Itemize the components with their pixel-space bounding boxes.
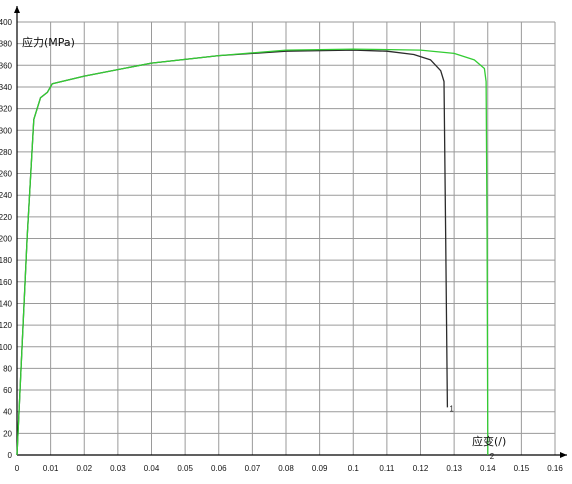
x-tick-label: 0.04	[144, 464, 160, 473]
curve-label-2: 2	[490, 452, 495, 461]
y-tick-label: 240	[0, 191, 13, 200]
x-tick-label: 0.03	[110, 464, 126, 473]
x-tick-label: 0.06	[211, 464, 227, 473]
y-tick-label: 120	[0, 321, 13, 330]
y-axis-label: 应力(MPa)	[22, 35, 75, 49]
x-tick-label: 0.09	[312, 464, 328, 473]
y-tick-label: 20	[3, 429, 12, 438]
x-tick-label: 0.08	[278, 464, 294, 473]
x-tick-label: 0.05	[177, 464, 193, 473]
x-tick-label: 0.11	[379, 464, 395, 473]
curve-label-1: 1	[449, 404, 454, 413]
y-tick-label: 60	[3, 386, 12, 395]
y-tick-label: 260	[0, 170, 13, 179]
axes	[14, 6, 567, 458]
y-tick-label: 300	[0, 126, 13, 135]
x-axis-label: 应变(/)	[472, 434, 506, 448]
y-tick-labels: 0 20 40 60 80 100 120 140 160 180 200 220 240 260 280 3…	[0, 18, 13, 460]
x-tick-label: 0.12	[413, 464, 429, 473]
y-tick-label: 280	[0, 148, 13, 157]
x-tick-label: 0.07	[245, 464, 261, 473]
y-axis-arrow	[14, 6, 20, 13]
x-tick-label: 0.14	[480, 464, 496, 473]
y-tick-label: 360	[0, 61, 13, 70]
y-tick-label: 40	[3, 408, 12, 417]
y-tick-label: 180	[0, 256, 13, 265]
y-tick-label: 400	[0, 18, 13, 27]
curve-labels: 12	[449, 404, 494, 461]
x-tick-label: 0.01	[43, 464, 59, 473]
series-lines	[16, 48, 489, 456]
y-tick-label: 140	[0, 299, 13, 308]
series-line-1	[16, 49, 449, 456]
series-line-2	[16, 48, 489, 456]
y-tick-label: 340	[0, 83, 13, 92]
y-tick-label: 200	[0, 235, 13, 244]
y-tick-label: 0	[8, 451, 13, 460]
x-tick-label: 0.16	[547, 464, 563, 473]
x-tick-label: 0.1	[348, 464, 360, 473]
y-tick-label: 100	[0, 343, 13, 352]
grid-lines	[17, 21, 556, 455]
x-tick-label: 0	[15, 464, 20, 473]
x-axis-arrow	[560, 452, 567, 458]
y-tick-label: 80	[3, 364, 12, 373]
y-tick-label: 160	[0, 278, 13, 287]
y-tick-label: 220	[0, 213, 13, 222]
y-tick-label: 380	[0, 40, 13, 49]
x-tick-label: 0.15	[514, 464, 530, 473]
x-tick-label: 0.02	[76, 464, 92, 473]
y-tick-label: 320	[0, 105, 13, 114]
x-tick-label: 0.13	[446, 464, 462, 473]
x-tick-labels: 0 0.01 0.02 0.03 0.04 0.05 0.06 0.07 0.08 0.09 0.1…	[15, 464, 564, 473]
